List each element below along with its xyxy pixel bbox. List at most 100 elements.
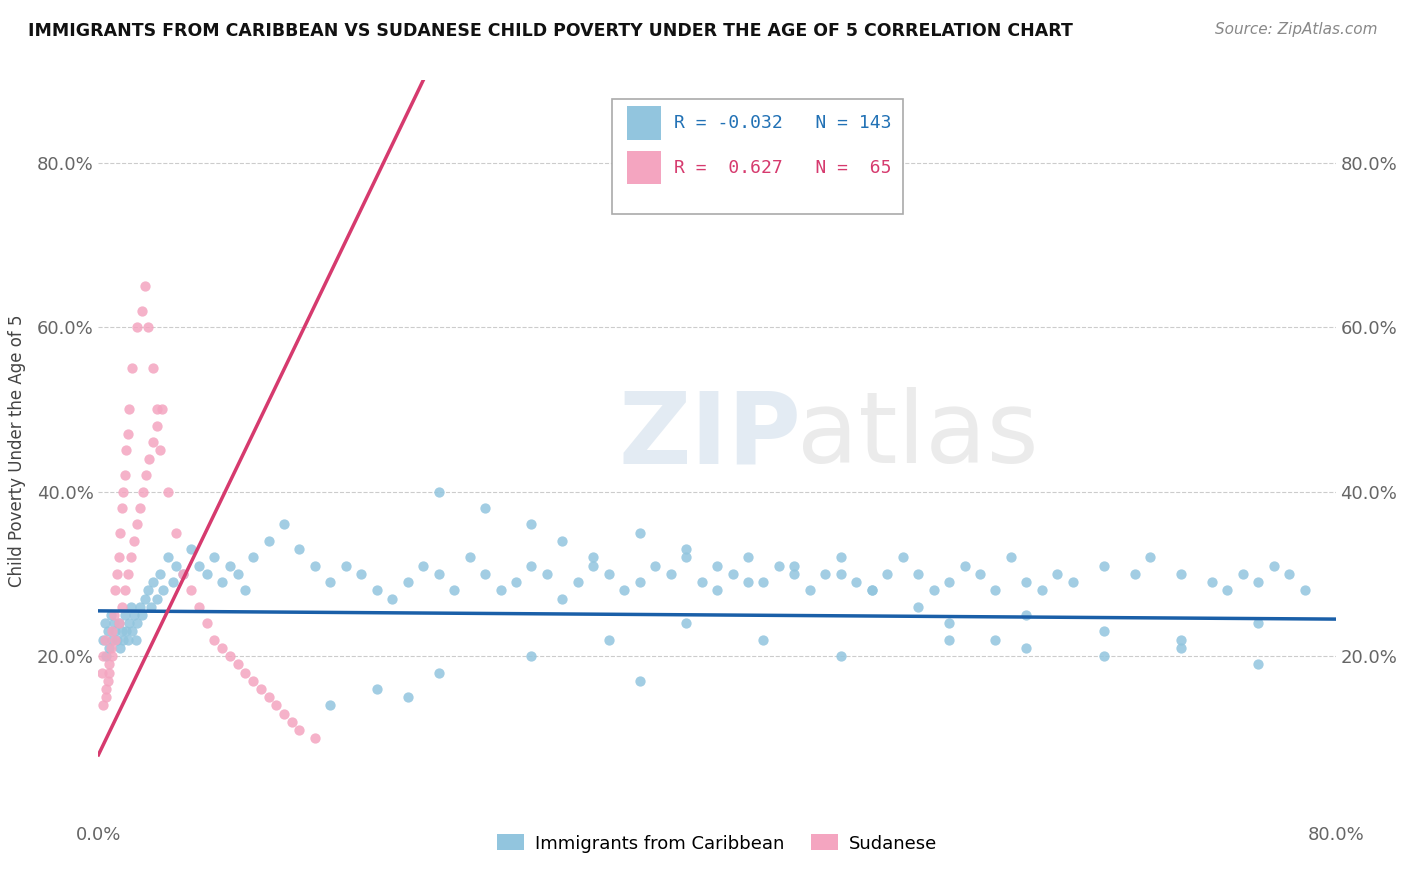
Point — [396, 690, 419, 705]
Text: R = -0.032   N = 143: R = -0.032 N = 143 — [673, 114, 891, 132]
Point — [242, 550, 264, 565]
Point — [721, 566, 744, 581]
Point — [1123, 566, 1146, 581]
Point — [690, 575, 713, 590]
Point — [458, 550, 481, 565]
Point — [115, 443, 138, 458]
Point — [675, 616, 697, 631]
Point — [226, 657, 249, 672]
Point — [108, 640, 131, 655]
Point — [131, 303, 153, 318]
Point — [105, 632, 128, 647]
Point — [118, 402, 141, 417]
Point — [1216, 583, 1239, 598]
Point — [304, 731, 326, 746]
Point — [737, 575, 759, 590]
Point — [598, 566, 620, 581]
Point — [101, 632, 124, 647]
Point — [112, 632, 135, 647]
Point — [100, 607, 122, 622]
Point — [427, 484, 450, 499]
Point — [157, 550, 180, 565]
Point — [136, 320, 159, 334]
Point — [304, 558, 326, 573]
Point — [1170, 566, 1192, 581]
Point — [141, 361, 165, 376]
Point — [136, 583, 159, 598]
Point — [520, 517, 543, 532]
Point — [91, 698, 114, 713]
Point — [233, 665, 257, 680]
Text: R =  0.627   N =  65: R = 0.627 N = 65 — [673, 159, 891, 177]
Point — [103, 616, 125, 631]
Point — [520, 649, 543, 664]
Bar — [627, 151, 661, 184]
Point — [381, 591, 404, 606]
Point — [628, 525, 651, 540]
Point — [551, 533, 574, 548]
Point — [443, 583, 465, 598]
Point — [103, 607, 125, 622]
Point — [752, 575, 775, 590]
Point — [737, 550, 759, 565]
Point — [152, 583, 174, 598]
Point — [706, 583, 728, 598]
Point — [250, 681, 273, 696]
Point — [134, 591, 156, 606]
Point — [117, 632, 139, 647]
Point — [319, 575, 342, 590]
Point — [120, 550, 142, 565]
Point — [799, 583, 821, 598]
Point — [1278, 566, 1301, 581]
Point — [938, 616, 960, 631]
Point — [366, 583, 388, 598]
Point — [938, 575, 960, 590]
Point — [96, 690, 118, 705]
Point — [1294, 583, 1316, 598]
Point — [233, 583, 257, 598]
Point — [121, 624, 143, 639]
Legend: Immigrants from Caribbean, Sudanese: Immigrants from Caribbean, Sudanese — [489, 827, 945, 860]
Point — [211, 575, 233, 590]
Point — [96, 649, 118, 664]
Point — [204, 632, 226, 647]
Point — [582, 558, 605, 573]
Point — [938, 632, 960, 647]
Point — [114, 468, 136, 483]
Point — [149, 443, 172, 458]
Point — [117, 566, 139, 581]
Point — [953, 558, 976, 573]
Point — [107, 550, 129, 565]
Point — [121, 361, 143, 376]
Point — [188, 558, 211, 573]
Point — [114, 583, 136, 598]
Point — [91, 632, 114, 647]
Point — [1015, 575, 1038, 590]
Text: ZIP: ZIP — [619, 387, 801, 484]
Point — [146, 402, 169, 417]
Point — [111, 624, 132, 639]
Point — [111, 501, 132, 516]
Point — [907, 599, 929, 614]
Point — [830, 649, 852, 664]
Point — [157, 484, 180, 499]
Point — [96, 681, 118, 696]
Point — [644, 558, 666, 573]
Point — [752, 632, 775, 647]
Text: IMMIGRANTS FROM CARIBBEAN VS SUDANESE CHILD POVERTY UNDER THE AGE OF 5 CORRELATI: IMMIGRANTS FROM CARIBBEAN VS SUDANESE CH… — [28, 22, 1073, 40]
Point — [172, 566, 194, 581]
Point — [273, 517, 295, 532]
Point — [427, 665, 450, 680]
Point — [1031, 583, 1053, 598]
Point — [257, 533, 280, 548]
Point — [188, 599, 211, 614]
Point — [100, 640, 122, 655]
Point — [122, 533, 145, 548]
Text: Source: ZipAtlas.com: Source: ZipAtlas.com — [1215, 22, 1378, 37]
Point — [1263, 558, 1285, 573]
Point — [104, 624, 127, 639]
Point — [628, 575, 651, 590]
Point — [335, 558, 357, 573]
Point — [706, 558, 728, 573]
Point — [675, 550, 697, 565]
